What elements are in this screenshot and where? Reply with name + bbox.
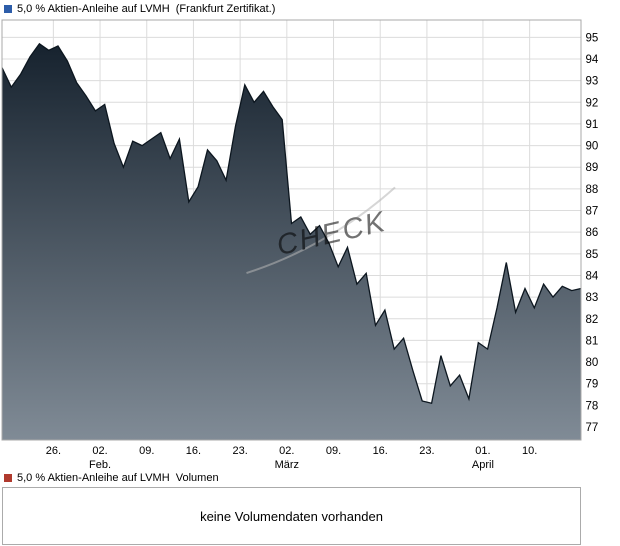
x-axis-day-label: 23. <box>419 445 434 457</box>
x-axis-day-label: 09. <box>326 445 341 457</box>
y-axis-tick-label: 92 <box>586 97 599 109</box>
plot-border <box>1 19 582 441</box>
y-axis-tick-label: 90 <box>586 141 599 153</box>
x-axis-month-label: April <box>472 459 494 471</box>
y-axis-tick-label: 91 <box>586 119 599 131</box>
y-axis-tick-label: 78 <box>586 400 599 412</box>
volume-no-data-message: keine Volumendaten vorhanden <box>200 508 383 524</box>
x-axis-day-label: 16. <box>186 445 201 457</box>
y-axis-tick-label: 89 <box>586 162 599 174</box>
x-axis-day-label: 09. <box>139 445 154 457</box>
y-axis-tick-label: 95 <box>586 32 599 44</box>
price-chart-header: 5,0 % Aktien-Anleihe auf LVMH (Frankfurt… <box>4 3 275 15</box>
y-axis-tick-label: 84 <box>586 270 599 282</box>
x-axis-day-label: 10. <box>522 445 537 457</box>
volume-chart-header: 5,0 % Aktien-Anleihe auf LVMH Volumen <box>4 472 219 484</box>
x-axis-day-label: 16. <box>373 445 388 457</box>
y-axis-tick-label: 79 <box>586 379 599 391</box>
red-square-icon <box>4 474 12 482</box>
x-axis-day-label: 23. <box>232 445 247 457</box>
y-axis-tick-label: 86 <box>586 227 599 239</box>
x-axis-day-label: 02. <box>279 445 294 457</box>
y-axis-tick-label: 85 <box>586 249 599 261</box>
y-axis-tick-label: 88 <box>586 184 599 196</box>
blue-square-icon <box>4 5 12 13</box>
x-axis-day-label: 01. <box>475 445 490 457</box>
volume-no-data-box: keine Volumendaten vorhanden <box>2 487 581 545</box>
x-axis-day-label: 02. <box>92 445 107 457</box>
price-area-chart: 77 78 79 80 81 82 83 84 85 86 87 88 89 90 91 92 93 94 95 26… <box>1 19 599 471</box>
x-axis-day-label: 26. <box>46 445 61 457</box>
y-axis-tick-label: 83 <box>586 292 599 304</box>
price-chart-title: 5,0 % Aktien-Anleihe auf LVMH (Frankfurt… <box>17 3 276 15</box>
y-axis-tick-label: 87 <box>586 206 599 218</box>
y-axis-tick-label: 94 <box>586 54 599 66</box>
watermark-swoosh <box>246 186 396 274</box>
y-axis-tick-label: 81 <box>586 335 599 347</box>
y-axis-tick-label: 77 <box>586 422 599 434</box>
y-axis-tick-label: 80 <box>586 357 599 369</box>
price-line <box>1 42 582 404</box>
x-axis-month-label: Feb. <box>89 459 111 471</box>
y-axis-tick-label: 93 <box>586 76 599 88</box>
y-axis-tick-label: 82 <box>586 314 599 326</box>
x-axis-month-label: März <box>275 459 299 471</box>
volume-chart-title: 5,0 % Aktien-Anleihe auf LVMH Volumen <box>17 472 219 484</box>
